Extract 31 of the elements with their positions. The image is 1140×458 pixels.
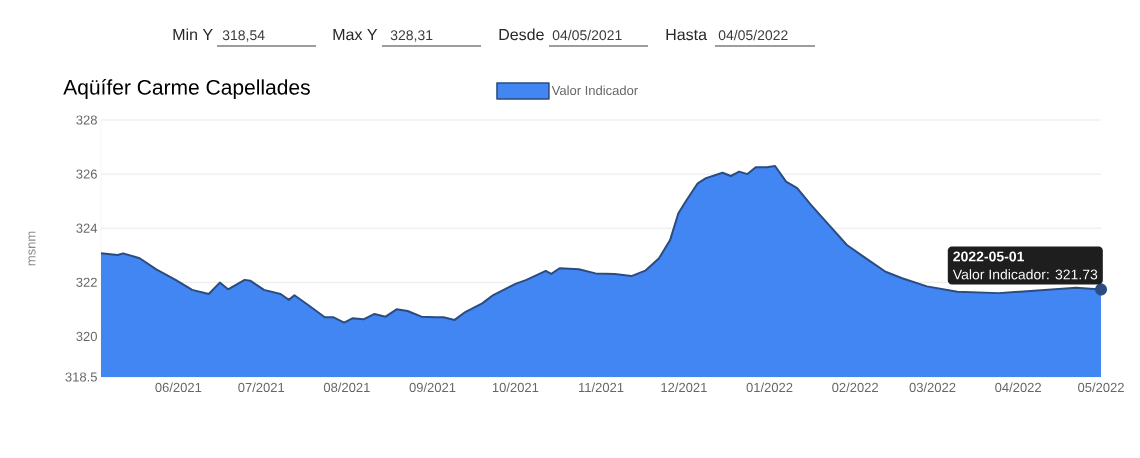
text: 328,31 <box>390 30 433 42</box>
y-tick-label: 326 <box>76 169 97 179</box>
y-tick-label: 322 <box>76 277 97 287</box>
y-tick-label: 318.5 <box>65 372 97 382</box>
x-tick-label: 01/2022 <box>746 382 793 393</box>
x-tick-label: 05/2022 <box>1078 382 1124 393</box>
text: 04/05/2021 <box>552 29 622 41</box>
y-tick-label: 324 <box>76 223 98 233</box>
x-tick-label: 03/2022 <box>909 382 956 393</box>
annotation: Valor Indicador: 321.73 <box>952 269 1098 280</box>
x-tick-label: 06/2021 <box>155 382 202 393</box>
chart-title: Aqüífer Carme Capellades <box>63 79 310 99</box>
x-tick-label: 04/2022 <box>995 382 1041 393</box>
x-tick-label: 10/2021 <box>492 382 539 393</box>
legend-label: Valor Indicador <box>551 85 638 96</box>
x-tick-label: 07/2021 <box>238 382 285 393</box>
x-tick-label: 12/2021 <box>661 382 707 393</box>
text: Min Y <box>173 28 213 40</box>
y-tick-label: 320 <box>76 331 97 342</box>
x-tick-label: 11/2021 <box>578 382 624 393</box>
y-tick-label: 328 <box>76 115 97 125</box>
text: Desde <box>499 28 544 41</box>
x-tick-label: 02/2022 <box>832 382 878 393</box>
text: 318,54 <box>222 30 265 42</box>
annotation: 2022-05-01 <box>953 251 1025 262</box>
y-axis-title: msnm <box>28 231 36 266</box>
text: Max Y <box>333 28 378 41</box>
text: Hasta <box>666 28 708 41</box>
x-tick-label: 09/2021 <box>409 382 456 393</box>
text: 04/05/2022 <box>718 29 788 41</box>
x-tick-label: 08/2021 <box>323 382 370 393</box>
